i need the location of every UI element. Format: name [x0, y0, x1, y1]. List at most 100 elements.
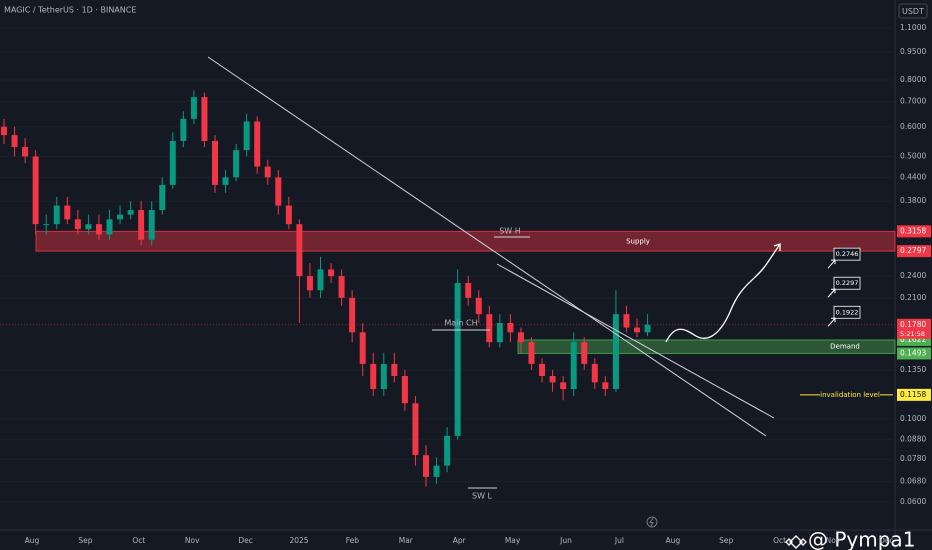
price-label: 0.1493	[900, 348, 926, 357]
candle-body	[180, 118, 187, 141]
candle-body	[465, 283, 472, 298]
trendline	[496, 263, 775, 419]
candle-body	[212, 140, 218, 185]
icon[interactable]	[646, 516, 658, 528]
demand-zone	[517, 339, 896, 354]
target-label: 0.1922	[836, 308, 859, 316]
x-tick-label: Jun	[559, 536, 572, 545]
countdown: 5:21:58	[900, 330, 925, 338]
chart-title: MAGIC / TetherUS · 1D · BINANCE	[4, 6, 136, 15]
y-tick-label: 0.9500	[900, 47, 926, 56]
invalidation-label: invalidation level	[820, 391, 880, 399]
price-label: 0.1780	[900, 320, 926, 329]
x-tick-label: Jul	[614, 536, 624, 545]
y-tick-label: 0.0780	[900, 454, 926, 463]
candle-body	[285, 205, 292, 225]
candle-body	[201, 97, 208, 141]
candle-body	[517, 332, 524, 343]
x-tick-label: Sep	[78, 536, 92, 545]
candle-body	[391, 363, 398, 377]
demand-label: Demand	[830, 343, 860, 351]
price-label-bg	[897, 318, 931, 339]
candle-body	[138, 210, 145, 240]
candle-body	[85, 224, 92, 230]
supply-zone	[35, 230, 896, 252]
candle-body	[148, 210, 155, 240]
candle-body	[634, 327, 640, 333]
candle-body	[433, 465, 440, 477]
candle-body	[539, 363, 546, 377]
candle-body	[296, 224, 303, 277]
candle-body	[64, 205, 71, 220]
candle-body	[127, 210, 134, 215]
target-arrow	[827, 259, 836, 269]
price-label: 0.3158	[900, 226, 926, 235]
annotation: Main CH	[444, 319, 477, 328]
trendline	[207, 56, 767, 437]
y-tick-label: 0.6000	[900, 122, 926, 131]
y-tick-label: 0.2100	[900, 293, 926, 302]
price-label-bg	[897, 388, 931, 401]
candle-body	[528, 342, 535, 364]
price-label: 0.2797	[900, 246, 926, 255]
x-tick-label: Mar	[399, 536, 414, 545]
target-arrow	[827, 288, 836, 298]
candle-body	[233, 150, 240, 178]
candle-body	[32, 156, 39, 225]
candle-body	[338, 276, 345, 298]
candle-body	[591, 363, 598, 383]
candle-body	[74, 219, 81, 230]
price-label: 0.1158	[900, 390, 926, 399]
candle-body	[507, 322, 514, 333]
y-tick-label: 0.4400	[900, 172, 926, 181]
target-label: 0.2746	[836, 250, 859, 258]
candle-body	[349, 297, 356, 333]
candle-body	[328, 269, 335, 277]
y-tick-label: 0.0680	[900, 477, 926, 486]
candle-body	[570, 342, 577, 390]
arrow-head	[773, 243, 781, 251]
annotation: SW L	[472, 492, 493, 501]
x-tick-label: Dec	[238, 536, 253, 545]
y-tick-label: 0.8000	[900, 75, 926, 84]
y-tick-label: 0.7000	[900, 97, 926, 106]
candle-body	[602, 382, 609, 390]
candle-body	[560, 382, 567, 390]
price-label-bg	[897, 245, 931, 258]
candle-body	[612, 314, 619, 390]
candle-body	[95, 224, 102, 235]
icon	[649, 517, 654, 527]
candle-body	[444, 435, 451, 466]
candle-body	[486, 314, 493, 343]
x-tick-label: Aug	[665, 536, 680, 545]
candle-body	[159, 184, 166, 211]
target-arrow	[827, 317, 836, 327]
candle-body	[106, 219, 113, 235]
candle-body	[190, 97, 197, 119]
y-tick-label: 0.2400	[900, 271, 926, 280]
y-tick-label: 0.0600	[900, 497, 926, 506]
candle-body	[412, 403, 419, 456]
watermark: @ Pympa1	[808, 528, 915, 550]
candle-body	[623, 314, 630, 328]
target-box	[833, 247, 861, 261]
candle-body	[222, 177, 229, 185]
candle-body	[581, 342, 588, 364]
candle-body	[43, 224, 50, 226]
candle-body	[1, 126, 7, 136]
candle-body	[264, 166, 271, 178]
candle-body	[370, 363, 377, 390]
candle-body	[644, 324, 651, 333]
target-label: 0.2297	[836, 279, 859, 287]
x-tick-label: Dec	[879, 536, 894, 545]
currency: USDT	[902, 7, 924, 16]
candle-body	[359, 332, 366, 364]
candle-body	[496, 322, 503, 343]
candle-body	[254, 121, 261, 167]
x-tick-label: 2025	[289, 536, 308, 545]
target-box	[833, 305, 861, 319]
x-tick-label: Oct	[132, 536, 145, 545]
